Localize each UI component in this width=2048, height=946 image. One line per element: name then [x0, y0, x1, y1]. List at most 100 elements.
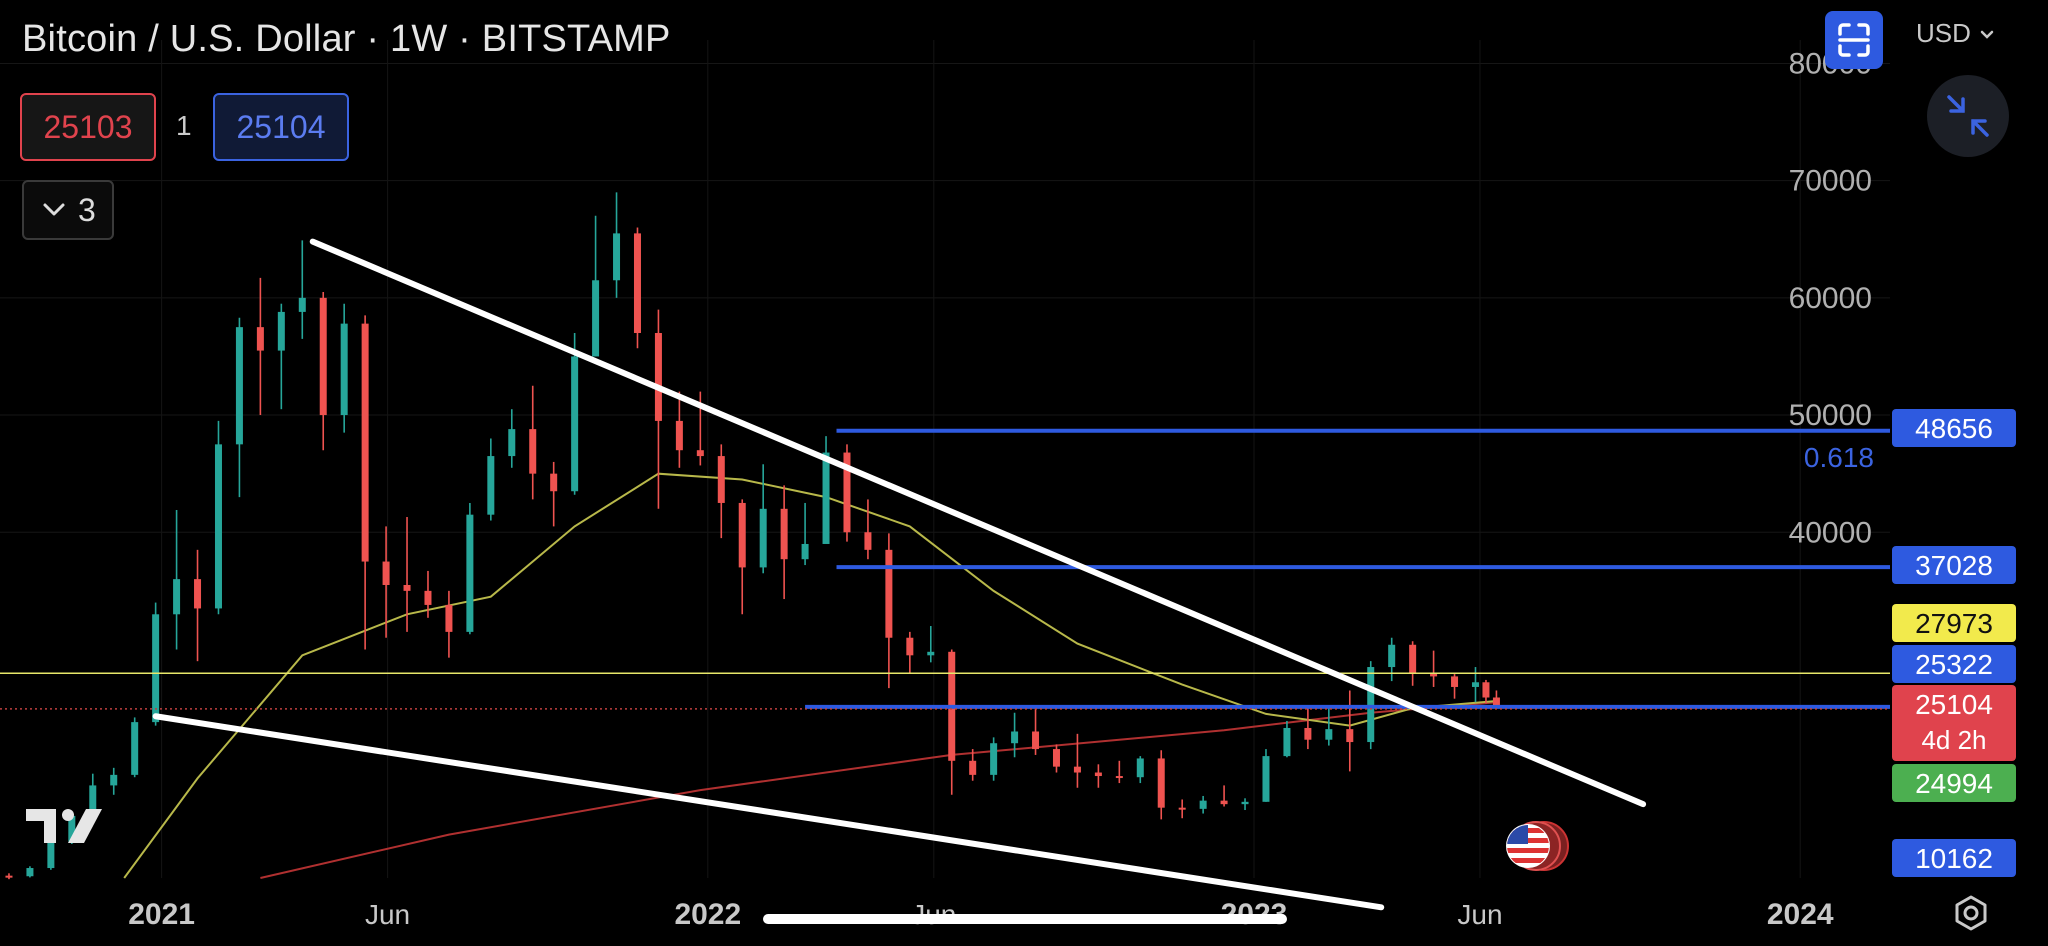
candle-body — [1325, 729, 1333, 740]
trendline — [152, 713, 1385, 911]
price-label-value: 37028 — [1915, 550, 1993, 581]
price-axis[interactable]: 4000050000600007000080000 — [1789, 47, 1872, 549]
candle-body — [508, 429, 516, 457]
candlestick-series — [5, 192, 1500, 880]
x-tick-label: 2022 — [674, 898, 741, 931]
candle-body — [1178, 807, 1186, 810]
candle-body — [759, 508, 767, 568]
horizontal-levels[interactable]: 0.618 — [0, 428, 1890, 710]
candle-body — [466, 514, 474, 632]
candle-body — [1094, 772, 1102, 777]
candle-body — [571, 356, 579, 492]
sell-button[interactable]: 25103 — [20, 93, 156, 161]
candle-body — [319, 297, 327, 416]
candle-body — [1052, 749, 1060, 767]
candle-body — [1241, 801, 1249, 805]
tradingview-logo-icon — [26, 809, 102, 843]
candle-body — [131, 722, 139, 775]
x-tick-label: 2021 — [128, 898, 195, 931]
currency-label: USD — [1916, 18, 1971, 48]
candle-body — [1492, 697, 1500, 707]
price-label-badge — [1892, 839, 2016, 877]
candle-body — [613, 233, 621, 281]
price-label-badge — [1892, 685, 2016, 761]
price-label-badge — [1892, 764, 2016, 802]
shrink-icon — [1947, 95, 1989, 137]
candle-body — [1482, 682, 1490, 698]
fib-ratio-label: 0.618 — [1804, 442, 1874, 473]
candle-body — [906, 637, 914, 656]
currency-selector[interactable]: USD — [1916, 18, 1994, 49]
x-tick-label: Jun — [1457, 899, 1502, 930]
x-tick-label: 2024 — [1767, 898, 1834, 931]
candle-body — [1471, 682, 1479, 687]
candle-body — [194, 579, 202, 609]
candle-body — [969, 760, 977, 775]
candle-body — [361, 323, 369, 562]
candle-body — [1011, 731, 1019, 744]
candle-body — [717, 456, 725, 503]
y-tick-label: 50000 — [1789, 399, 1872, 432]
chart-grid — [0, 40, 1890, 878]
symbol-title[interactable]: Bitcoin / U.S. Dollar · 1W · BITSTAMP — [22, 18, 671, 60]
candle-body — [1032, 731, 1040, 750]
candle-body — [927, 651, 935, 656]
candle-body — [990, 743, 998, 775]
price-label-countdown: 4d 2h — [1921, 725, 1986, 755]
candle-body — [1199, 800, 1207, 809]
candle-body — [487, 456, 495, 515]
home-indicator — [763, 914, 1287, 924]
candle-body — [1430, 672, 1438, 677]
candle-body — [1283, 727, 1291, 757]
exit-fullscreen-button[interactable] — [1927, 75, 2009, 157]
candle-body — [696, 450, 704, 457]
candle-body — [1136, 758, 1144, 778]
candle-body — [68, 815, 76, 842]
candle-body — [738, 502, 746, 568]
candle-body — [822, 452, 830, 544]
trendlines[interactable] — [152, 238, 1647, 911]
candle-body — [843, 452, 851, 533]
candle-body — [298, 297, 306, 312]
price-label-badge — [1892, 645, 2016, 683]
candle-body — [152, 614, 160, 723]
candle-body — [1220, 800, 1228, 805]
fullscreen-icon — [1838, 23, 1870, 57]
candle-body — [1367, 667, 1375, 743]
y-tick-label: 70000 — [1789, 165, 1872, 198]
candle-body — [173, 579, 181, 615]
candle-body — [1115, 776, 1123, 779]
x-tick-label: Jun — [365, 899, 410, 930]
candle-body — [1073, 766, 1081, 773]
us-flag-event-icon[interactable] — [1506, 821, 1569, 871]
candle-body — [1157, 758, 1165, 808]
price-label-value: 48656 — [1915, 413, 1993, 444]
candle-body — [256, 327, 264, 351]
candle-body — [864, 532, 872, 550]
candle-body — [675, 420, 683, 451]
candle-body — [424, 590, 432, 605]
order-quantity[interactable]: 1 — [176, 110, 192, 141]
indicators-toggle[interactable]: 3 — [22, 180, 114, 240]
price-label-value: 10162 — [1915, 843, 1993, 874]
trendline — [309, 238, 1647, 808]
price-label-value: 25104 — [1915, 689, 1993, 720]
candle-body — [47, 841, 55, 869]
settings-icon[interactable] — [1952, 894, 1990, 932]
candle-body — [89, 785, 97, 816]
candle-body — [277, 311, 285, 351]
price-labels: 48656 37028 27973 25322 25104 4d 2h 24994 10162 — [1892, 409, 2016, 877]
candle-body — [26, 868, 34, 877]
candle-body — [550, 473, 558, 492]
candle-body — [214, 444, 222, 609]
candle-body — [340, 323, 348, 416]
price-label-value: 24994 — [1915, 768, 1993, 799]
chevron-down-icon — [43, 203, 65, 216]
candle-body — [1262, 756, 1270, 802]
candle-body — [633, 233, 641, 334]
price-label-badge — [1892, 604, 2016, 642]
candle-body — [403, 584, 411, 591]
buy-button[interactable]: 25104 — [213, 93, 349, 161]
fullscreen-button[interactable] — [1825, 11, 1883, 69]
